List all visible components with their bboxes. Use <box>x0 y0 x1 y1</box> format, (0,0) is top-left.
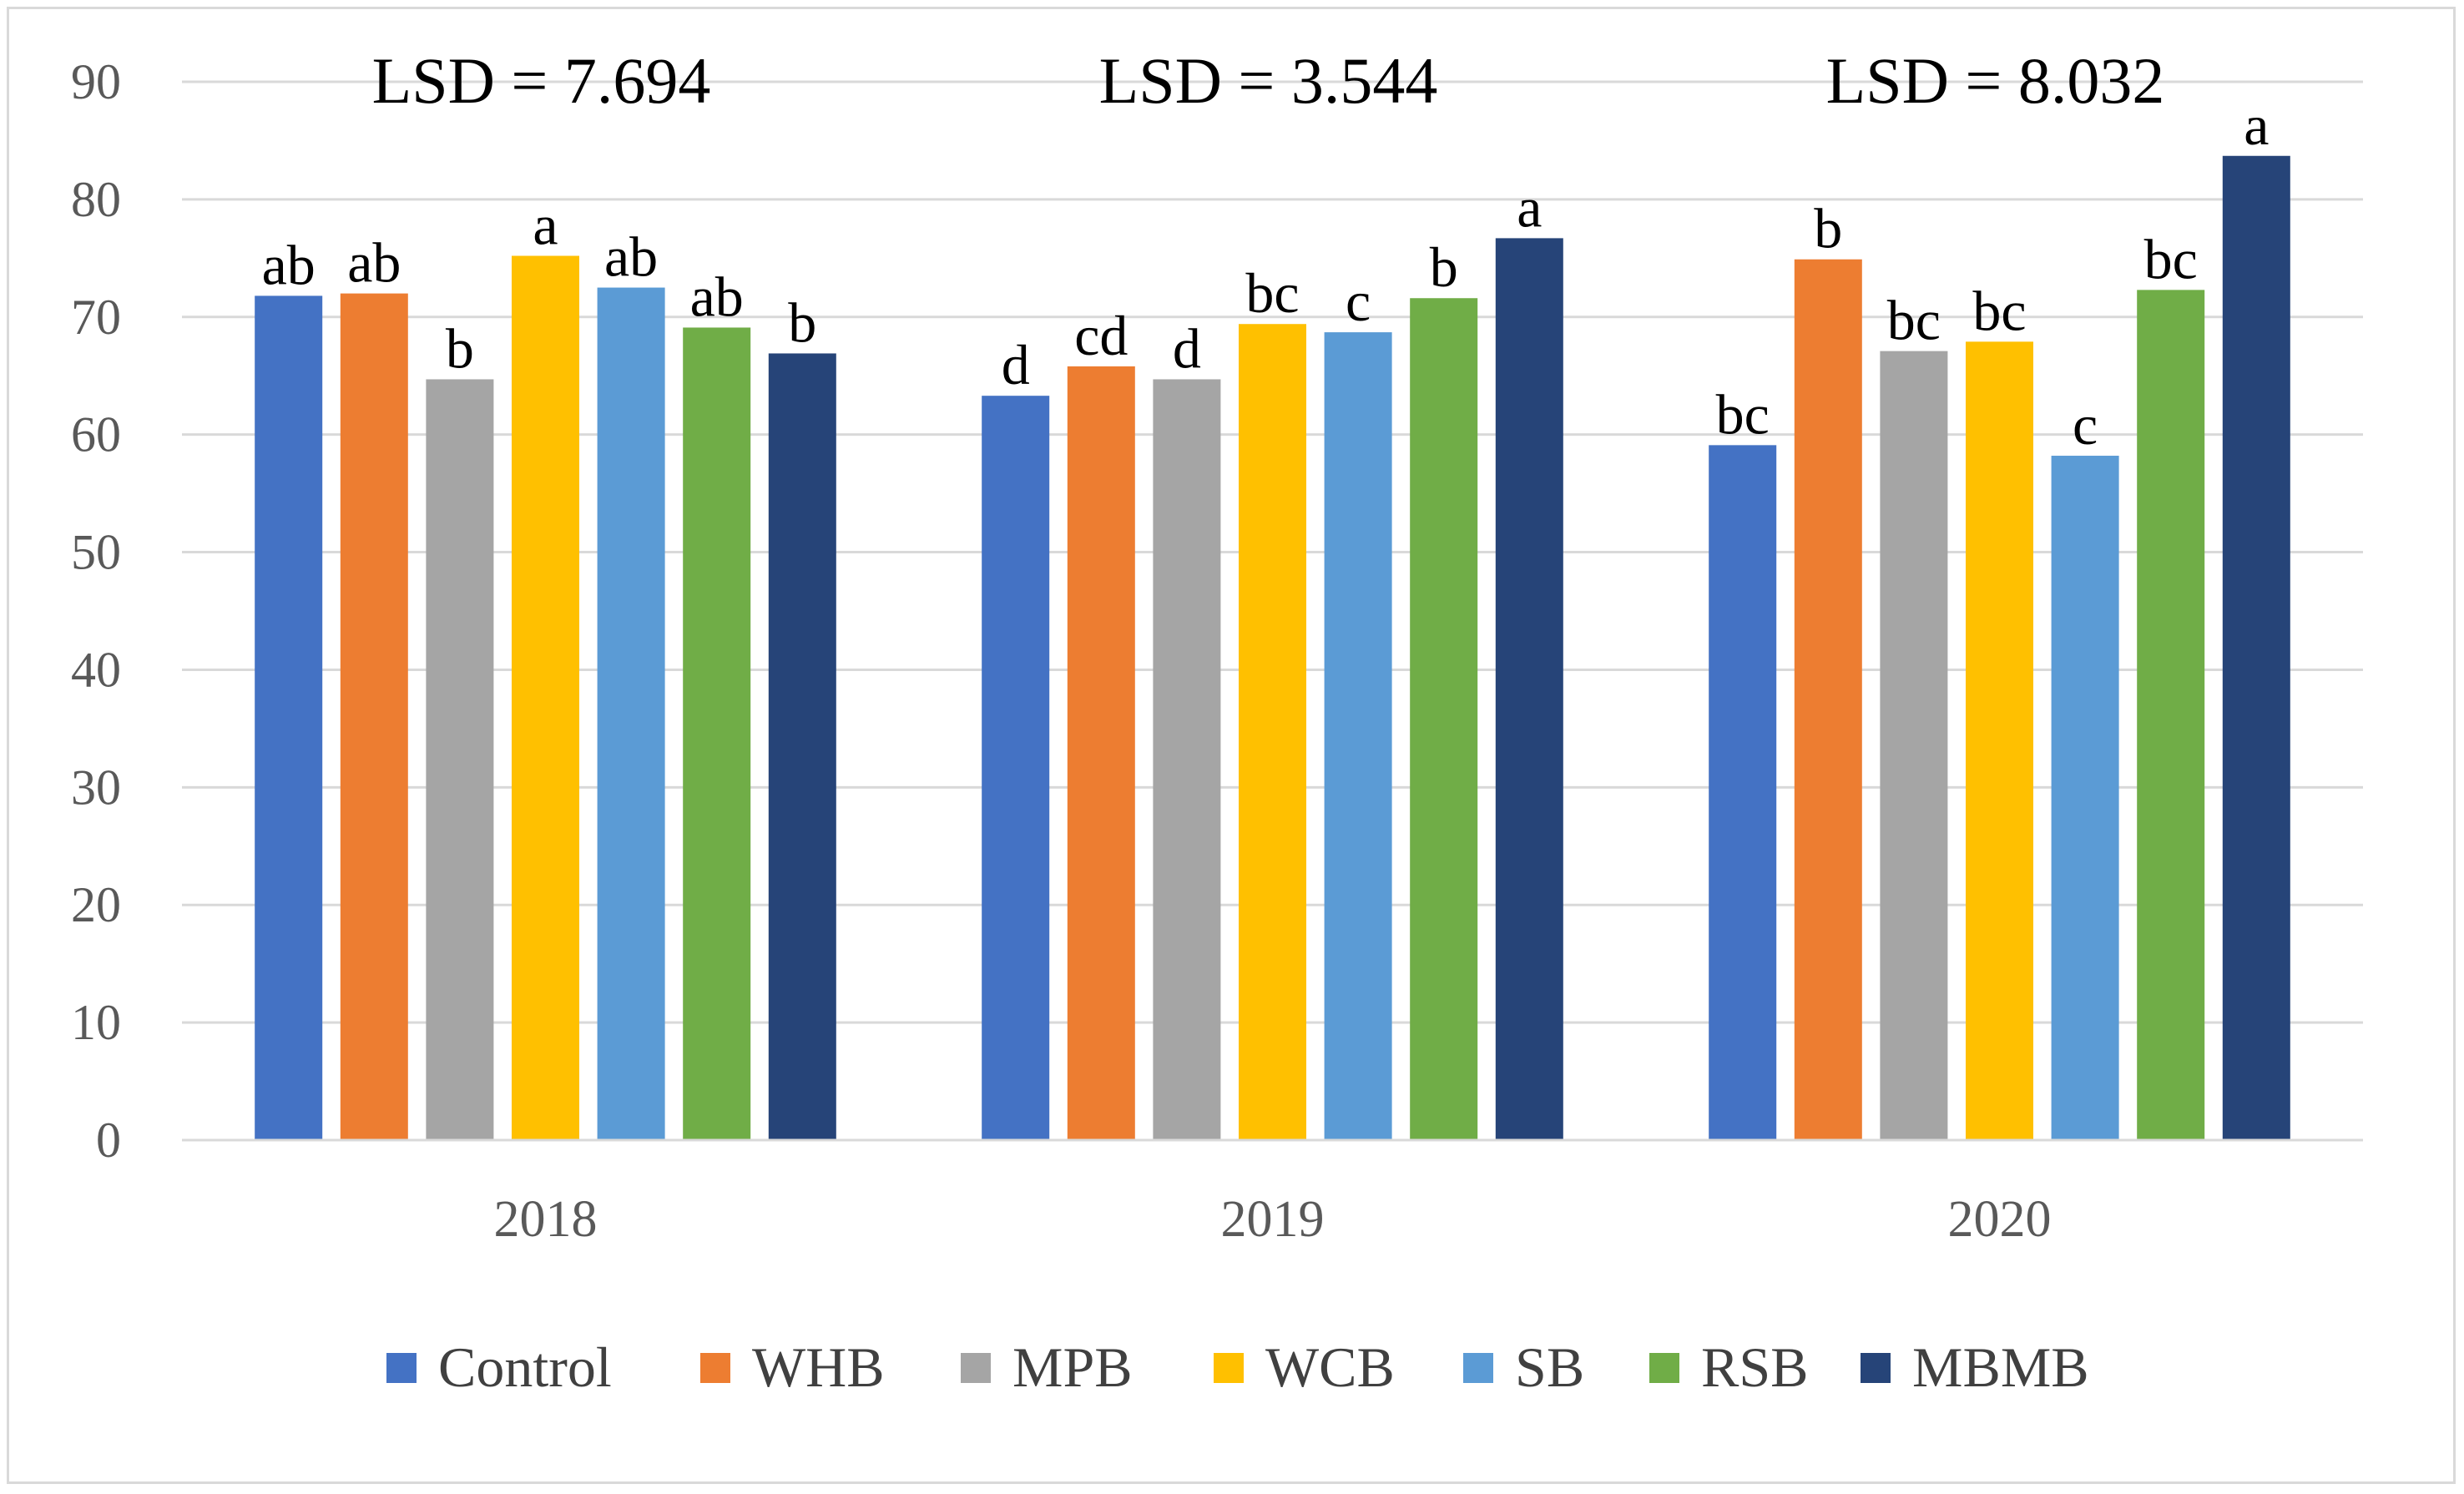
y-tick-label: 80 <box>71 172 121 227</box>
significance-letter: d <box>1173 316 1201 380</box>
x-tick-label: 2018 <box>494 1191 598 1248</box>
significance-letter: c <box>1346 270 1371 333</box>
significance-letter: ab <box>347 231 401 295</box>
bar-control-2018 <box>255 295 323 1140</box>
bar-sb-2019 <box>1324 332 1392 1140</box>
chart: 0 10 20 30 40 50 60 70 80 90 2018 LSD = 7.694 ab ab b a… <box>7 7 2456 1484</box>
bar-mbmb-2019 <box>1495 238 1563 1141</box>
bar-mbmb-2018 <box>768 353 836 1140</box>
y-tick-label: 30 <box>71 760 121 815</box>
significance-letter: a <box>533 194 558 257</box>
lsd-annotation: LSD = 3.544 <box>1099 44 1438 117</box>
legend-label: RSB <box>1701 1335 1809 1399</box>
significance-letter: bc <box>1972 279 2026 342</box>
bar-sb-2018 <box>597 287 665 1140</box>
y-tick-label: 70 <box>71 290 121 345</box>
legend-swatch-rsb <box>1649 1353 1679 1383</box>
bar-mpb-2018 <box>426 379 494 1141</box>
legend-swatch-wcb <box>1214 1353 1244 1383</box>
lsd-annotation: LSD = 7.694 <box>372 44 711 117</box>
legend-swatch-mbmb <box>1861 1353 1891 1383</box>
significance-letter: b <box>1814 197 1842 260</box>
legend-label: Control <box>438 1335 612 1399</box>
significance-letter: cd <box>1074 304 1128 367</box>
bar-whb-2019 <box>1067 366 1135 1140</box>
legend-swatch-control <box>386 1353 417 1383</box>
y-tick-label: 50 <box>71 525 121 580</box>
y-tick-label: 0 <box>96 1113 121 1168</box>
bar-whb-2018 <box>340 293 408 1141</box>
significance-letter: ab <box>690 265 744 328</box>
significance-letter: b <box>446 316 474 380</box>
legend-swatch-mpb <box>961 1353 991 1383</box>
legend-label: MBMB <box>1912 1335 2089 1399</box>
significance-letter: ab <box>262 233 316 296</box>
legend-swatch-sb <box>1463 1353 1493 1383</box>
x-tick-label: 2019 <box>1221 1191 1325 1248</box>
bar-rsb-2018 <box>683 327 751 1140</box>
bar-wcb-2018 <box>512 255 579 1140</box>
bar-mpb-2020 <box>1880 351 1948 1140</box>
significance-letter: c <box>2073 393 2098 457</box>
y-tick-label: 60 <box>71 407 121 462</box>
bar-sb-2020 <box>2051 456 2119 1140</box>
legend-label: MPB <box>1012 1335 1133 1399</box>
bar-wcb-2020 <box>1966 341 2033 1140</box>
legend-label: SB <box>1515 1335 1584 1399</box>
legend-label: WCB <box>1265 1335 1395 1399</box>
y-tick-label: 90 <box>71 54 121 109</box>
bar-rsb-2020 <box>2137 290 2205 1141</box>
significance-letter: bc <box>1716 382 1770 446</box>
legend-label: WHB <box>752 1335 885 1399</box>
significance-letter: a <box>1517 175 1542 239</box>
significance-letter: bc <box>1245 261 1299 325</box>
significance-letter: a <box>2244 93 2269 157</box>
bar-wcb-2019 <box>1239 324 1306 1141</box>
bar-mpb-2019 <box>1153 379 1221 1141</box>
significance-letter: ab <box>604 225 658 289</box>
x-tick-label: 2020 <box>1948 1191 2052 1248</box>
bar-whb-2020 <box>1794 259 1862 1141</box>
bar-rsb-2019 <box>1410 298 1478 1140</box>
significance-letter: b <box>1430 235 1458 299</box>
y-tick-label: 40 <box>71 642 121 697</box>
significance-letter: b <box>788 290 816 354</box>
y-tick-label: 20 <box>71 877 121 932</box>
y-tick-label: 10 <box>71 995 121 1050</box>
bar-mbmb-2020 <box>2222 155 2290 1140</box>
significance-letter: bc <box>1887 289 1941 352</box>
lsd-annotation: LSD = 8.032 <box>1826 44 2165 117</box>
bar-control-2019 <box>982 396 1050 1140</box>
legend-swatch-whb <box>700 1353 730 1383</box>
significance-letter: bc <box>2144 227 2198 290</box>
significance-letter: d <box>1002 333 1030 396</box>
bar-control-2020 <box>1709 445 1777 1140</box>
